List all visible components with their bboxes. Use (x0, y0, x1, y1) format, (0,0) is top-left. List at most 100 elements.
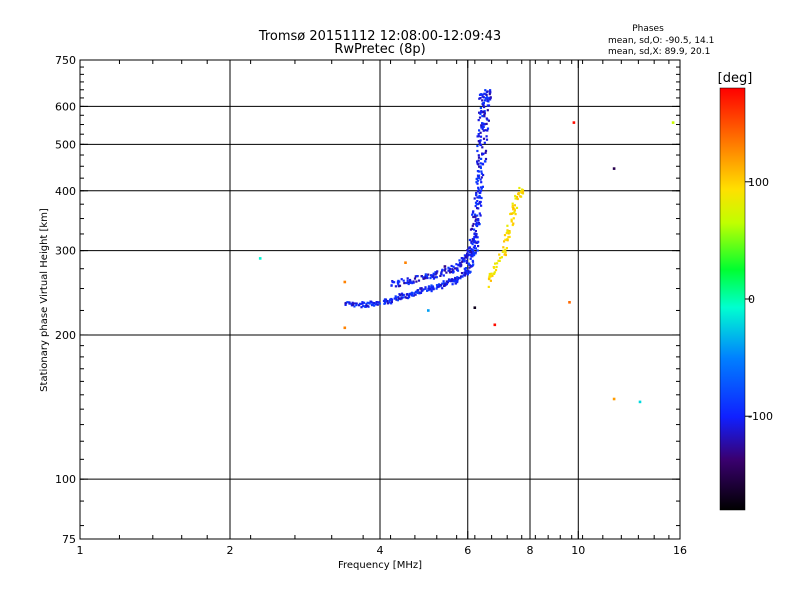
o-trace-point (482, 125, 485, 128)
x-trace-point (505, 247, 508, 250)
colorbar (719, 87, 746, 511)
o-trace-point (478, 111, 481, 114)
o-trace-point (463, 267, 466, 270)
o-trace-point (463, 260, 466, 263)
o-trace-point (432, 277, 435, 280)
o-trace-point (372, 303, 375, 306)
o-trace-point (473, 228, 476, 231)
o-trace-point (473, 236, 476, 239)
o-trace-point (386, 300, 389, 303)
o-trace-point (486, 129, 489, 132)
o-trace-point (348, 302, 351, 305)
o-trace-point (413, 277, 417, 280)
y-tick-label: 300 (55, 245, 76, 258)
o-trace-point (467, 271, 470, 274)
o-trace-point (478, 212, 481, 215)
o-trace-point (445, 283, 448, 286)
o-trace-point (483, 112, 486, 115)
o-trace-point (427, 273, 430, 276)
o-trace-point (469, 257, 472, 260)
o-trace-point (444, 268, 447, 271)
o-trace-point (478, 165, 481, 168)
o-trace-point (471, 213, 474, 216)
o-trace-point (476, 144, 479, 148)
o-trace-point (430, 284, 433, 287)
o-trace-point (482, 137, 486, 140)
o-trace-point (377, 301, 380, 304)
o-trace-point (485, 138, 489, 141)
data-points (258, 89, 675, 404)
x-tick-label: 6 (464, 544, 471, 557)
o-trace-point (471, 211, 475, 214)
o-trace-point (448, 267, 452, 270)
colorbar-label: [deg] (718, 71, 753, 86)
o-trace-point (486, 104, 489, 107)
o-trace-point (482, 123, 485, 126)
x-trace-point (498, 259, 501, 262)
o-trace-point (374, 303, 378, 306)
o-trace-point (485, 122, 488, 125)
o-trace-point (489, 96, 492, 99)
o-trace-point (458, 259, 461, 262)
x-trace-point (497, 259, 500, 262)
o-trace-point (472, 252, 476, 255)
x-trace-point (515, 196, 519, 199)
o-trace-point (426, 276, 429, 280)
o-trace-point (475, 224, 478, 227)
o-trace-point (362, 305, 365, 308)
o-trace-point (435, 272, 438, 275)
o-trace-point (395, 298, 398, 301)
o-trace-point (481, 122, 484, 125)
o-trace-point (424, 286, 427, 289)
o-trace-point (457, 276, 460, 280)
o-trace-point (407, 294, 410, 297)
y-tick-label: 75 (62, 533, 76, 546)
o-trace-point (422, 276, 425, 279)
x-trace-point (520, 190, 523, 193)
o-trace-point (478, 140, 481, 143)
colorbar-tick-label: -100 (748, 410, 773, 423)
o-trace-point (472, 215, 475, 219)
o-trace-point (483, 92, 486, 95)
o-trace-point (481, 115, 484, 118)
o-trace-point (452, 265, 455, 268)
o-trace-point (407, 282, 410, 286)
o-trace-point (480, 93, 483, 96)
o-trace-point (481, 127, 484, 130)
o-trace-point (477, 119, 480, 122)
o-trace-point (344, 303, 347, 306)
o-trace-point (476, 135, 479, 138)
o-trace-point (476, 196, 479, 199)
o-trace-point (427, 287, 430, 290)
x-trace-point (490, 275, 493, 278)
o-trace-point (424, 287, 427, 290)
o-trace-point (406, 279, 409, 282)
o-trace-point (478, 194, 481, 198)
o-trace-point (476, 149, 479, 153)
o-trace-point (448, 271, 452, 274)
o-trace-point (346, 301, 349, 304)
o-trace-point (476, 207, 479, 210)
o-trace-point (363, 301, 366, 304)
x-trace-point (490, 272, 493, 275)
o-trace-point (460, 272, 464, 275)
o-trace-point (436, 285, 439, 289)
o-trace-point (366, 304, 369, 308)
o-trace-point (442, 280, 445, 283)
o-trace-point (414, 293, 417, 296)
o-trace-point (424, 273, 427, 276)
x-trace-point (506, 224, 509, 227)
o-trace-point (483, 99, 486, 102)
o-trace-point (484, 157, 488, 161)
o-trace-point (475, 178, 478, 181)
x-tick-label: 16 (673, 544, 687, 557)
o-trace-point (482, 101, 485, 104)
scattered-point (612, 397, 616, 401)
o-trace-point (477, 174, 481, 177)
o-trace-point (484, 129, 487, 132)
scattered-point (404, 261, 407, 264)
o-trace-point (470, 250, 473, 254)
o-trace-point (455, 280, 459, 283)
o-trace-point (479, 178, 482, 181)
o-trace-point (480, 172, 483, 175)
